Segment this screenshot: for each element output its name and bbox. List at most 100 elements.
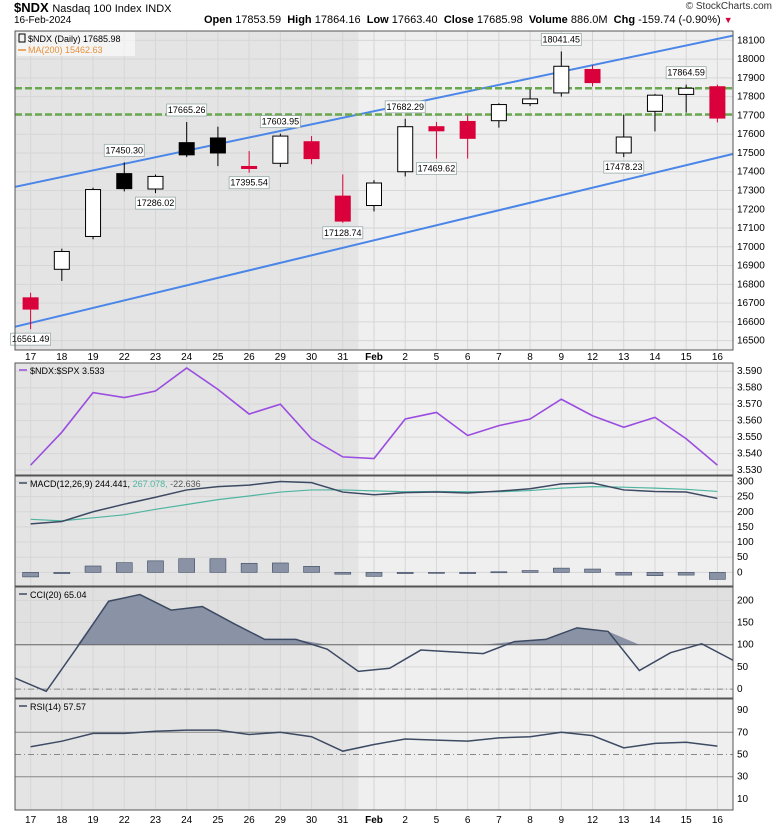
price-axis-tick-label: 17200 bbox=[737, 204, 765, 215]
price-axis-tick-label: 16600 bbox=[737, 317, 765, 328]
x-axis-label: 25 bbox=[212, 352, 224, 363]
x-axis-label-bottom: 5 bbox=[434, 815, 440, 826]
x-axis-label: 15 bbox=[681, 352, 693, 363]
ratio-axis-tick-label: 3.530 bbox=[737, 465, 762, 476]
open-value: 17853.59 bbox=[235, 14, 282, 26]
low-value: 17663.40 bbox=[391, 14, 438, 26]
price-callout-label: 17450.30 bbox=[105, 145, 143, 155]
trendline bbox=[15, 152, 733, 328]
rsi-panel-border bbox=[14, 698, 734, 811]
chart-header: $NDX Nasdaq 100 Index INDX © StockCharts… bbox=[0, 0, 780, 30]
macd-histogram-bar bbox=[303, 566, 320, 573]
candle-body bbox=[584, 68, 601, 84]
macd-histogram-bar bbox=[147, 560, 164, 573]
ratio-legend: $NDX:$SPX 3.533 bbox=[30, 366, 105, 376]
x-axis-label-bottom: 30 bbox=[306, 815, 318, 826]
ratio-axis-tick-label: 3.580 bbox=[737, 383, 762, 394]
x-axis-label-bottom: 26 bbox=[244, 815, 256, 826]
macd-legend-part: MACD(12,26,9) 244.441, bbox=[30, 479, 130, 489]
candle-body bbox=[85, 189, 102, 237]
rsi-tick-label: 30 bbox=[737, 772, 749, 783]
x-axis-label: 8 bbox=[527, 352, 533, 363]
rsi-tick-label: 10 bbox=[737, 794, 749, 805]
rsi-legend: RSI(14) 57.57 bbox=[30, 702, 86, 712]
x-axis-label-bottom: 7 bbox=[496, 815, 502, 826]
macd-axis-tick-label: 250 bbox=[737, 492, 754, 503]
close-value: 17685.98 bbox=[476, 14, 523, 26]
price-axis-tick-label: 18100 bbox=[737, 35, 765, 46]
x-axis-label: 14 bbox=[649, 352, 661, 363]
price-callout-label: 17128.74 bbox=[324, 228, 362, 238]
high-value: 17864.16 bbox=[314, 14, 361, 26]
macd-histogram-bar bbox=[428, 572, 445, 574]
candle-body bbox=[147, 175, 164, 190]
ratio-axis-tick-label: 3.550 bbox=[737, 432, 762, 443]
candle-body bbox=[53, 250, 70, 270]
x-axis-label: 31 bbox=[337, 352, 349, 363]
price-legend-bg bbox=[17, 32, 135, 56]
macd-signal-line bbox=[30, 486, 718, 522]
price-axis-tick-label: 16500 bbox=[737, 336, 765, 347]
ratio-line bbox=[30, 366, 718, 466]
macd-axis-tick-label: 100 bbox=[737, 537, 754, 548]
low-label: Low bbox=[366, 14, 389, 26]
macd-histogram-bar bbox=[84, 565, 102, 573]
price-callout-box bbox=[166, 103, 208, 117]
macd-legend-part: -22.636 bbox=[168, 479, 201, 489]
x-axis-label: 23 bbox=[150, 352, 162, 363]
ratio-axis-tick-label: 3.590 bbox=[737, 366, 762, 377]
x-axis-label: 16 bbox=[712, 352, 724, 363]
x-axis-label-bottom: 29 bbox=[275, 815, 287, 826]
ohlc-bar: Open 17853.59 High 17864.16 Low 17663.40… bbox=[204, 14, 733, 26]
macd-axis-tick-label: 50 bbox=[737, 552, 749, 563]
x-axis-label-bottom: 22 bbox=[119, 815, 131, 826]
macd-histogram-bar bbox=[584, 568, 601, 573]
price-axis-tick-label: 17500 bbox=[737, 148, 765, 159]
date-label: 16-Feb-2024 bbox=[14, 15, 72, 26]
x-axis-label-bottom: 23 bbox=[150, 815, 162, 826]
macd-histogram-bar bbox=[677, 572, 695, 576]
price-callout-label: 17286.02 bbox=[137, 198, 175, 208]
macd-histogram-bar bbox=[709, 572, 726, 580]
candle-body bbox=[209, 137, 226, 154]
candle-body bbox=[709, 86, 726, 119]
x-axis-label: 12 bbox=[587, 352, 599, 363]
cci-legend: CCI(20) 65.04 bbox=[30, 590, 87, 600]
x-axis-label: 7 bbox=[496, 352, 502, 363]
price-callout-label: 17395.54 bbox=[230, 178, 268, 188]
cci-axis-tick-label: 0 bbox=[737, 684, 743, 695]
open-label: Open bbox=[204, 14, 233, 26]
macd-histogram-bar bbox=[209, 558, 227, 573]
candle-body bbox=[178, 142, 195, 156]
ratio-axis-tick-label: 3.570 bbox=[737, 399, 762, 410]
x-axis-label: 13 bbox=[618, 352, 630, 363]
price-callout-box bbox=[540, 33, 582, 46]
x-axis-label: 6 bbox=[465, 352, 471, 363]
brand-label: © StockCharts.com bbox=[685, 1, 772, 12]
x-axis-label: 24 bbox=[181, 352, 193, 363]
candle-body bbox=[241, 165, 258, 169]
symbol: $NDX bbox=[14, 0, 49, 15]
candle-body bbox=[397, 126, 414, 173]
cci-panel-border bbox=[14, 586, 734, 699]
price-axis-tick-label: 16700 bbox=[737, 298, 765, 309]
ratio-axis-tick-label: 3.560 bbox=[737, 416, 762, 427]
close-label: Close bbox=[443, 14, 474, 26]
x-axis-label-bottom: Feb bbox=[365, 815, 383, 826]
macd-axis-tick-label: 150 bbox=[737, 522, 754, 533]
candle-body bbox=[334, 195, 351, 222]
price-callout-box bbox=[10, 332, 52, 346]
macd-histogram-bar bbox=[240, 562, 258, 573]
x-axis-label-bottom: 16 bbox=[712, 815, 724, 826]
x-axis-label-bottom: 6 bbox=[465, 815, 471, 826]
price-axis-tick-label: 17400 bbox=[737, 167, 765, 178]
x-axis-label: 17 bbox=[25, 352, 37, 363]
x-axis-label-bottom: 19 bbox=[87, 815, 99, 826]
price-axis-tick-label: 16900 bbox=[737, 261, 765, 272]
volume-label: Volume bbox=[528, 14, 568, 26]
macd-histogram-bar bbox=[521, 570, 539, 573]
macd-histogram-bar bbox=[22, 572, 39, 578]
macd-histogram-bar bbox=[334, 572, 352, 575]
price-panel-border bbox=[14, 30, 734, 351]
candle-body bbox=[366, 182, 382, 207]
